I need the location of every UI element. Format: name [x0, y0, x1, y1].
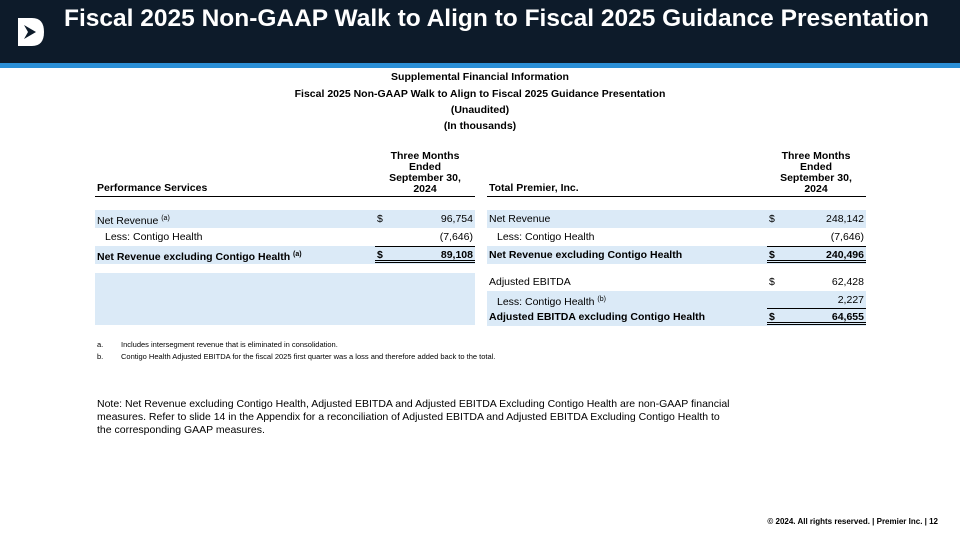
currency-symbol: $	[769, 213, 775, 225]
left-section-label: Performance Services	[97, 182, 208, 194]
premier-logo-icon	[18, 18, 44, 46]
non-gaap-note: Note: Net Revenue excluding Contigo Heal…	[97, 398, 730, 436]
right-period-header: Three Months Ended September 30, 2024	[780, 150, 852, 195]
row-label: Net Revenue	[489, 213, 551, 225]
row-value: (7,646)	[830, 231, 864, 243]
row-label: Less: Contigo Health	[105, 231, 203, 243]
unaudited-label: (Unaudited)	[450, 104, 510, 116]
total-underline	[767, 308, 866, 325]
row-value: 2,227	[837, 294, 864, 306]
currency-symbol: $	[769, 311, 775, 323]
blank-shaded-band	[95, 273, 475, 325]
table-row: Less: Contigo Health (b) 2,227	[487, 291, 866, 309]
row-value: 240,496	[826, 249, 864, 261]
row-value: 96,754	[440, 213, 473, 225]
row-value: 89,108	[440, 249, 473, 261]
table-row: Net Revenue (a) $ 96,754	[95, 210, 475, 228]
table-row: Adjusted EBITDA excluding Contigo Health…	[487, 308, 866, 326]
row-label: Less: Contigo Health (b)	[497, 296, 606, 308]
table-row: Less: Contigo Health (7,646)	[95, 228, 475, 246]
table-row: Net Revenue excluding Contigo Health (a)…	[95, 246, 475, 264]
currency-symbol: $	[769, 276, 775, 288]
header-accent-bar	[0, 63, 960, 68]
row-label: Net Revenue (a)	[97, 215, 170, 227]
left-header-rule	[95, 196, 475, 197]
right-header-rule	[487, 196, 866, 197]
currency-symbol: $	[769, 249, 775, 261]
slide-title: Fiscal 2025 Non-GAAP Walk to Align to Fi…	[64, 5, 930, 32]
total-underline	[375, 246, 475, 263]
copyright-footer: © 2024. All rights reserved. | Premier I…	[767, 517, 938, 526]
row-label: Adjusted EBITDA excluding Contigo Health	[489, 311, 706, 323]
row-value: 248,142	[826, 213, 864, 225]
currency-symbol: $	[377, 213, 383, 225]
table-row: Less: Contigo Health (7,646)	[487, 228, 866, 246]
table-row: Adjusted EBITDA $ 62,428	[487, 273, 866, 291]
row-value: 62,428	[831, 276, 864, 288]
row-label: Net Revenue excluding Contigo Health	[489, 249, 683, 261]
row-label: Less: Contigo Health	[497, 231, 595, 243]
row-label: Adjusted EBITDA	[489, 276, 571, 288]
supplemental-title: Supplemental Financial Information	[391, 71, 569, 83]
table-row: Net Revenue $ 248,142	[487, 210, 866, 228]
slide-header: Fiscal 2025 Non-GAAP Walk to Align to Fi…	[0, 0, 960, 63]
supplemental-subtitle: Fiscal 2025 Non-GAAP Walk to Align to Fi…	[294, 88, 666, 100]
currency-symbol: $	[377, 249, 383, 261]
row-value: 64,655	[831, 311, 864, 323]
units-label: (In thousands)	[443, 120, 517, 132]
table-row: Net Revenue excluding Contigo Health $ 2…	[487, 246, 866, 264]
row-label: Net Revenue excluding Contigo Health (a)	[97, 251, 302, 263]
total-underline	[767, 246, 866, 263]
left-period-header: Three Months Ended September 30, 2024	[389, 150, 461, 195]
row-value: (7,646)	[439, 231, 473, 243]
right-section-label: Total Premier, Inc.	[489, 182, 579, 194]
